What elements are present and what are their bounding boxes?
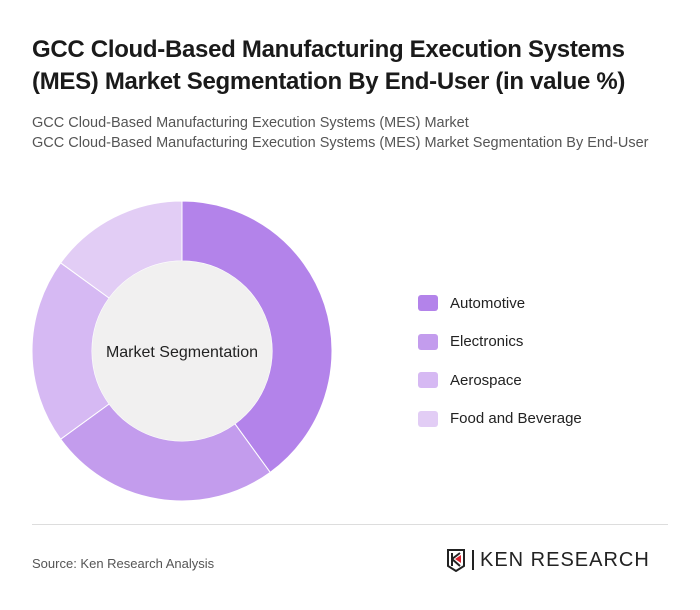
donut-chart: Market Segmentation (31, 200, 333, 502)
legend: Automotive Electronics Aerospace Food and B… (418, 284, 582, 438)
subtitle-segmentation: GCC Cloud-Based Manufacturing Execution … (32, 135, 649, 151)
legend-item-aerospace[interactable]: Aerospace (418, 361, 582, 400)
legend-label: Food and Beverage (450, 410, 582, 428)
divider (32, 524, 668, 525)
legend-swatch (418, 333, 438, 350)
subtitle-market: GCC Cloud-Based Manufacturing Execution … (32, 115, 469, 131)
logo-k-icon (447, 549, 465, 572)
source-note: Source: Ken Research Analysis (32, 556, 215, 571)
legend-label: Electronics (450, 333, 524, 351)
legend-swatch (418, 410, 438, 427)
legend-swatch (418, 372, 438, 389)
ken-research-logo: KEN RESEARCH (446, 548, 650, 572)
legend-label: Automotive (450, 294, 526, 312)
legend-item-electronics[interactable]: Electronics (418, 323, 582, 362)
slice-automotive[interactable] (181, 200, 333, 474)
legend-item-automotive[interactable]: Automotive (418, 284, 582, 323)
slice-electronics[interactable] (59, 403, 271, 502)
legend-swatch (418, 295, 438, 312)
legend-item-food-and-beverage[interactable]: Food and Beverage (418, 400, 582, 439)
donut-center (92, 261, 272, 441)
legend-label: Aerospace (450, 371, 522, 389)
logo-text: KEN RESEARCH (472, 550, 650, 570)
chart-title: GCC Cloud-Based Manufacturing Execution … (32, 36, 626, 95)
center-label: Market Segmentation (106, 344, 258, 361)
